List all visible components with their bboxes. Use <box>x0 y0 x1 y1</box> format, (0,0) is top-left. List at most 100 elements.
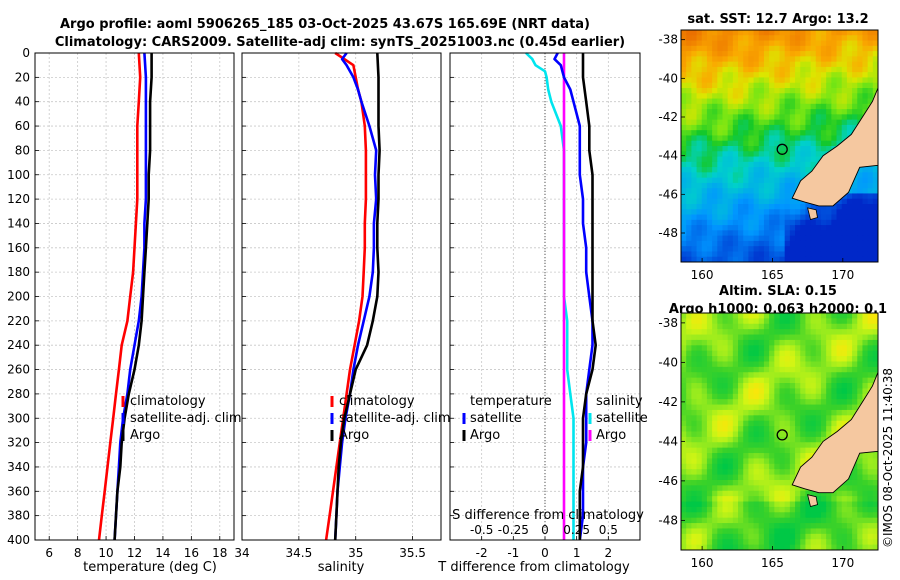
map-cell <box>696 361 703 368</box>
map-cell <box>862 198 869 205</box>
map-cell <box>717 409 724 416</box>
map-cell <box>686 219 692 226</box>
map-cell <box>774 45 781 52</box>
map-cell <box>758 431 765 438</box>
map-cell <box>789 361 796 368</box>
map-cell <box>763 51 770 57</box>
map-cell <box>872 469 878 476</box>
map-cell <box>738 167 744 173</box>
map-cell <box>691 479 698 486</box>
map-cell <box>831 66 838 73</box>
map-cell <box>717 146 724 152</box>
map-cell <box>706 539 713 546</box>
map-cell <box>763 453 770 460</box>
x-tick-label: 1 <box>573 546 581 560</box>
map-cell <box>779 528 786 535</box>
map-cell <box>748 140 755 147</box>
map-cell <box>769 361 775 368</box>
map-cell <box>701 431 708 438</box>
map-cell <box>681 334 687 341</box>
map-cell <box>732 109 739 115</box>
map-cell <box>712 114 718 121</box>
map-cell <box>706 193 713 200</box>
map-cell <box>841 393 848 400</box>
map-cell <box>852 82 858 89</box>
map-cell <box>779 399 786 406</box>
map-cell <box>712 35 718 42</box>
map-cell <box>743 114 749 121</box>
map-cell <box>701 240 708 247</box>
map-cell <box>748 453 755 460</box>
map-cell <box>732 496 739 503</box>
map-cell <box>701 366 708 373</box>
map-cell <box>681 151 687 158</box>
map-cell <box>738 420 744 427</box>
map-cell <box>758 193 765 200</box>
map-cell <box>774 323 781 330</box>
map-cell <box>732 151 739 158</box>
map-cell <box>867 544 874 550</box>
map-cell <box>800 512 807 519</box>
map-cell <box>753 544 760 550</box>
map-cell <box>732 135 739 142</box>
map-cell <box>748 45 755 52</box>
map-cell <box>846 388 853 395</box>
map-cell <box>826 415 832 422</box>
argo-position-marker <box>776 429 788 441</box>
map-cell <box>732 539 739 546</box>
map-cell <box>795 56 801 63</box>
map-cell <box>784 109 791 115</box>
map-cell <box>841 204 848 210</box>
map-cell <box>712 225 718 231</box>
y-tick-label: 120 <box>7 192 30 206</box>
map-cell <box>748 517 755 524</box>
map-cell <box>748 119 755 126</box>
map-cell <box>743 350 749 357</box>
map-cell <box>815 72 822 79</box>
map-cell <box>712 479 718 486</box>
map-cell <box>841 30 848 36</box>
map-cell <box>774 198 781 205</box>
map-cell <box>727 523 734 530</box>
map-cell <box>681 479 687 486</box>
map-cell <box>738 377 744 384</box>
map-cell <box>763 528 770 535</box>
map-cell <box>857 30 864 36</box>
map-cell <box>686 361 692 368</box>
map-cell <box>831 528 838 535</box>
map-cell <box>732 339 739 346</box>
map-cell <box>758 103 765 110</box>
map-cell <box>681 523 687 530</box>
map-cell <box>743 420 749 427</box>
map-cell <box>784 539 791 546</box>
map-cell <box>717 230 724 237</box>
map-cell <box>795 177 801 184</box>
map-cell <box>712 151 718 158</box>
map-cell <box>743 426 749 433</box>
map-cell <box>743 453 749 460</box>
map-cell <box>857 356 864 363</box>
map-cell <box>810 431 817 438</box>
map-cell <box>681 469 687 476</box>
map-cell <box>717 209 724 216</box>
map-cell <box>784 156 791 163</box>
map-cell <box>857 539 864 546</box>
map-cell <box>789 40 796 47</box>
map-cell <box>810 447 817 454</box>
map-cell <box>836 240 843 247</box>
map-cell <box>758 56 765 63</box>
map-cell <box>784 119 791 126</box>
map-cell <box>820 436 827 443</box>
map-cell <box>701 490 708 497</box>
map-cell <box>727 109 734 115</box>
sla-map-title: Altim. SLA: 0.15 <box>719 284 837 299</box>
map-cell <box>691 517 698 524</box>
map-cell <box>712 214 718 221</box>
map-cell <box>789 45 796 52</box>
map-cell <box>774 114 781 121</box>
map-cell <box>722 151 729 158</box>
map-cell <box>717 167 724 173</box>
map-cell <box>795 334 801 341</box>
map-cell <box>738 474 744 481</box>
map-cell <box>706 72 713 79</box>
